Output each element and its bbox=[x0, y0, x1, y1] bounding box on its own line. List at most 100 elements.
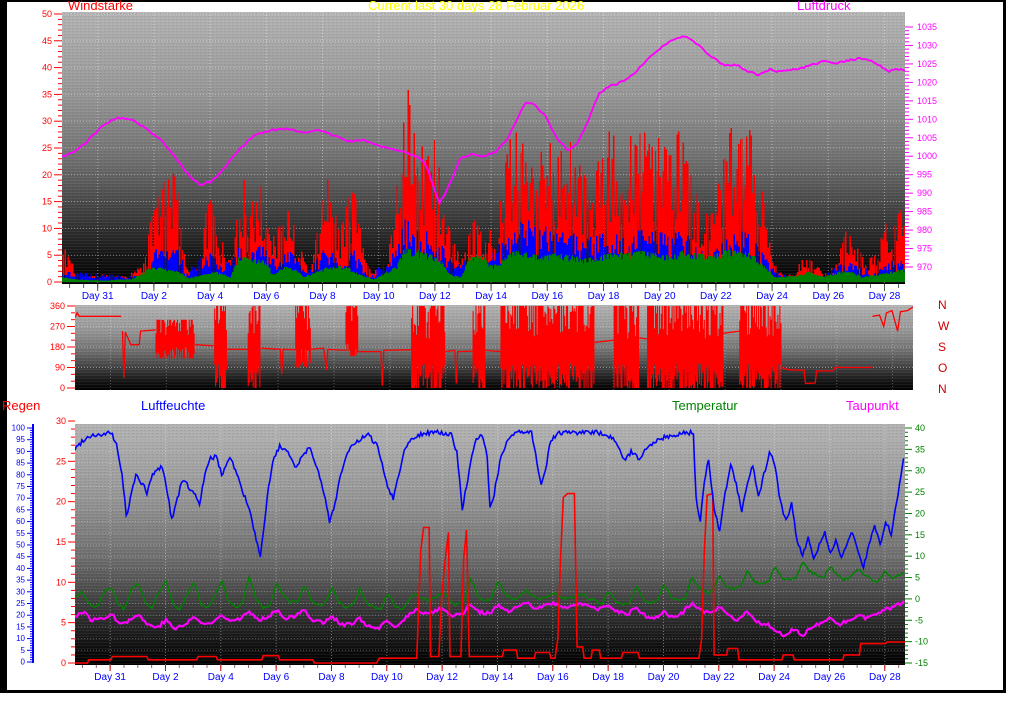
svg-text:Day 16: Day 16 bbox=[537, 672, 569, 683]
svg-text:5: 5 bbox=[21, 646, 26, 655]
svg-text:Day 18: Day 18 bbox=[588, 291, 620, 302]
svg-text:1030: 1030 bbox=[917, 40, 937, 50]
svg-text:-10: -10 bbox=[915, 637, 928, 647]
series bbox=[62, 248, 905, 282]
svg-text:Day 10: Day 10 bbox=[371, 672, 403, 683]
svg-text:975: 975 bbox=[917, 244, 932, 254]
wind-direction-series bbox=[75, 306, 913, 388]
svg-text:270: 270 bbox=[50, 322, 65, 332]
svg-text:30: 30 bbox=[915, 466, 925, 476]
gridlines bbox=[62, 12, 913, 665]
svg-text:20: 20 bbox=[56, 497, 66, 507]
svg-text:20: 20 bbox=[915, 508, 925, 518]
svg-text:50: 50 bbox=[16, 541, 25, 550]
svg-text:70: 70 bbox=[16, 494, 25, 503]
svg-text:35: 35 bbox=[915, 444, 925, 454]
svg-text:30: 30 bbox=[56, 416, 66, 426]
svg-text:Day 12: Day 12 bbox=[426, 672, 458, 683]
svg-text:Day 14: Day 14 bbox=[475, 291, 507, 302]
wind-strength-label: Windstärke bbox=[68, 0, 134, 13]
svg-text:0: 0 bbox=[61, 658, 66, 668]
svg-text:995: 995 bbox=[917, 170, 932, 180]
svg-text:-15: -15 bbox=[915, 658, 928, 668]
svg-text:Day 22: Day 22 bbox=[703, 672, 735, 683]
svg-text:20: 20 bbox=[42, 170, 52, 180]
svg-text:95: 95 bbox=[16, 435, 25, 444]
svg-text:Day 2: Day 2 bbox=[152, 672, 179, 683]
svg-text:40: 40 bbox=[42, 63, 52, 73]
bottom-series bbox=[75, 428, 905, 664]
svg-text:35: 35 bbox=[16, 576, 25, 585]
svg-text:15: 15 bbox=[915, 530, 925, 540]
svg-text:80: 80 bbox=[16, 470, 25, 479]
axes: 0510152025303540455097097598098599099510… bbox=[12, 9, 950, 683]
svg-text:5: 5 bbox=[47, 250, 52, 260]
svg-text:Day 20: Day 20 bbox=[644, 291, 676, 302]
svg-text:O: O bbox=[938, 361, 947, 375]
svg-text:Day 24: Day 24 bbox=[756, 291, 788, 302]
svg-text:Day 4: Day 4 bbox=[197, 291, 224, 302]
svg-text:Day 2: Day 2 bbox=[141, 291, 168, 302]
svg-text:1020: 1020 bbox=[917, 77, 937, 87]
svg-text:15: 15 bbox=[16, 622, 25, 631]
svg-text:60: 60 bbox=[16, 517, 25, 526]
svg-text:45: 45 bbox=[42, 36, 52, 46]
svg-text:10: 10 bbox=[915, 551, 925, 561]
svg-text:10: 10 bbox=[16, 634, 25, 643]
svg-text:Day 26: Day 26 bbox=[812, 291, 844, 302]
svg-text:990: 990 bbox=[917, 188, 932, 198]
svg-text:1025: 1025 bbox=[917, 59, 937, 69]
svg-text:85: 85 bbox=[16, 459, 25, 468]
svg-text:45: 45 bbox=[16, 552, 25, 561]
temperature-label: Temperatur bbox=[672, 398, 738, 413]
svg-text:Day 31: Day 31 bbox=[94, 672, 126, 683]
svg-text:25: 25 bbox=[42, 143, 52, 153]
svg-text:Day 16: Day 16 bbox=[531, 291, 563, 302]
humidity-label: Luftfeuchte bbox=[141, 398, 206, 413]
weather-plots-svg: 0510152025303540455097097598098599099510… bbox=[12, 9, 950, 683]
air-pressure-label: Luftdruck bbox=[797, 0, 851, 13]
svg-text:Day 12: Day 12 bbox=[419, 291, 451, 302]
svg-text:1010: 1010 bbox=[917, 114, 937, 124]
svg-text:Day 6: Day 6 bbox=[263, 672, 290, 683]
svg-text:25: 25 bbox=[56, 456, 66, 466]
svg-text:Day 8: Day 8 bbox=[309, 291, 336, 302]
svg-text:Day 26: Day 26 bbox=[814, 672, 846, 683]
svg-text:30: 30 bbox=[16, 587, 25, 596]
svg-text:S: S bbox=[938, 340, 946, 354]
svg-text:25: 25 bbox=[915, 487, 925, 497]
svg-text:Day 31: Day 31 bbox=[82, 291, 114, 302]
svg-text:Day 28: Day 28 bbox=[869, 672, 901, 683]
svg-text:Day 14: Day 14 bbox=[482, 672, 514, 683]
svg-text:0: 0 bbox=[47, 277, 52, 287]
svg-text:1005: 1005 bbox=[917, 133, 937, 143]
svg-text:970: 970 bbox=[917, 262, 932, 272]
svg-text:50: 50 bbox=[42, 9, 52, 19]
svg-text:N: N bbox=[938, 382, 947, 396]
svg-text:1000: 1000 bbox=[917, 151, 937, 161]
svg-text:180: 180 bbox=[50, 342, 65, 352]
svg-text:75: 75 bbox=[16, 482, 25, 491]
svg-text:Day 28: Day 28 bbox=[869, 291, 901, 302]
svg-text:90: 90 bbox=[55, 363, 65, 373]
svg-text:35: 35 bbox=[42, 89, 52, 99]
pressure-line bbox=[62, 35, 905, 206]
svg-text:0: 0 bbox=[60, 383, 65, 393]
svg-text:Day 22: Day 22 bbox=[700, 291, 732, 302]
svg-text:Day 18: Day 18 bbox=[592, 672, 624, 683]
svg-text:30: 30 bbox=[42, 116, 52, 126]
svg-text:40: 40 bbox=[915, 423, 925, 433]
svg-text:5: 5 bbox=[915, 573, 920, 583]
svg-text:65: 65 bbox=[16, 505, 25, 514]
svg-text:1035: 1035 bbox=[917, 22, 937, 32]
svg-text:985: 985 bbox=[917, 207, 932, 217]
svg-text:55: 55 bbox=[16, 529, 25, 538]
svg-text:15: 15 bbox=[56, 537, 66, 547]
svg-text:N: N bbox=[938, 298, 947, 312]
svg-text:980: 980 bbox=[917, 225, 932, 235]
chart-title: Current last 30 days 28 Februar 2026 bbox=[368, 0, 585, 13]
svg-text:0: 0 bbox=[915, 594, 920, 604]
svg-text:Day 20: Day 20 bbox=[648, 672, 680, 683]
svg-text:-5: -5 bbox=[915, 615, 923, 625]
